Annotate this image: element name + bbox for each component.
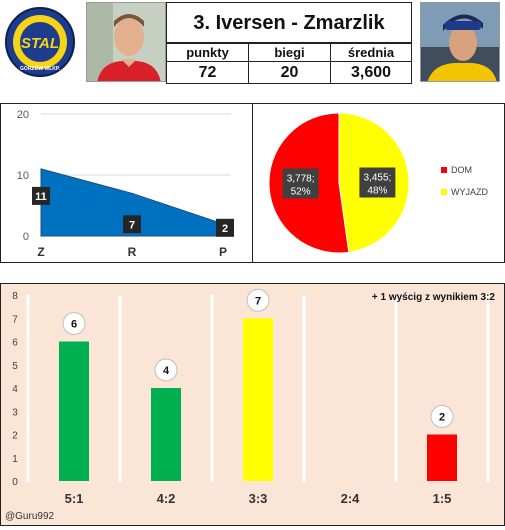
bar-x-tick: 2:4 bbox=[341, 491, 361, 506]
page-title: 3. Iversen - Zmarzlik bbox=[167, 3, 411, 44]
bar-y-tick: 7 bbox=[12, 314, 18, 325]
bar-data-label-bubble bbox=[430, 405, 454, 428]
bar-y-tick: 6 bbox=[12, 338, 18, 349]
bar-data-label-bubble bbox=[154, 358, 178, 382]
bar-data-label: 6 bbox=[71, 319, 77, 331]
area-y-tick: 0 bbox=[23, 231, 29, 243]
header: STAL GORZÓW WLKP. 3. Iversen - Zmarzlik … bbox=[0, 0, 505, 90]
logo-text-top: STAL bbox=[21, 35, 59, 52]
bar bbox=[427, 434, 457, 481]
bar-data-label: 7 bbox=[255, 295, 261, 307]
bar-y-tick: 1 bbox=[12, 454, 18, 465]
bar-data-label-bubble bbox=[62, 312, 86, 335]
area-x-tick: P bbox=[219, 245, 227, 259]
pie-percent-label: 48% bbox=[367, 186, 387, 197]
area-chart-panel: 0 10 20 Z R P 11 7 2 bbox=[0, 103, 253, 263]
stat-value-punkty: 72 bbox=[166, 61, 249, 84]
bar-chart: 0 1 2 3 4 5 6 7 8 6 5:1 4 4:2 7 3:3 2:4 2 1:5 + 1 wyścig z… bbox=[1, 284, 504, 525]
pie-value-label: 3,778; bbox=[287, 173, 315, 184]
pie-data-label-box bbox=[282, 168, 319, 199]
stat-label-biegi: biegi bbox=[248, 42, 331, 62]
pie-chart: 3,455; 48% 3,778; 52% DOM WYJAZD bbox=[268, 112, 488, 254]
pie-legend-swatch bbox=[441, 167, 447, 173]
bar bbox=[59, 341, 89, 481]
title-box: 3. Iversen - Zmarzlik punkty biegi średn… bbox=[166, 2, 412, 84]
bar-data-label: 4 bbox=[163, 365, 170, 377]
area-y-tick: 10 bbox=[17, 170, 29, 182]
bar-y-tick: 0 bbox=[12, 477, 18, 488]
bar-x-tick: 1:5 bbox=[433, 491, 452, 506]
rider-photo-right bbox=[420, 2, 500, 82]
pie-data-label-box bbox=[359, 167, 396, 198]
rider-photo-left bbox=[86, 2, 166, 82]
area-x-tick: Z bbox=[37, 245, 44, 259]
bar-x-tick: 5:1 bbox=[65, 491, 84, 506]
bar-annotation: + 1 wyścig z wynikiem 3:2 bbox=[372, 292, 496, 303]
bar-y-tick: 3 bbox=[12, 407, 18, 418]
bar-y-tick: 2 bbox=[12, 431, 18, 442]
stat-label-punkty: punkty bbox=[166, 42, 249, 62]
pie-legend-label: DOM bbox=[451, 165, 472, 175]
bar-y-tick: 8 bbox=[12, 291, 18, 302]
club-logo: STAL GORZÓW WLKP. bbox=[4, 6, 76, 78]
bar-y-tick: 4 bbox=[12, 384, 18, 395]
stat-value-biegi: 20 bbox=[248, 61, 331, 84]
area-chart: 0 10 20 Z R P 11 7 2 bbox=[17, 109, 234, 259]
logo-text-bottom: GORZÓW WLKP. bbox=[20, 64, 61, 72]
bar-x-tick: 4:2 bbox=[157, 491, 176, 506]
bar-chart-panel: 0 1 2 3 4 5 6 7 8 6 5:1 4 4:2 7 3:3 2:4 2 1:5 + 1 wyścig z… bbox=[0, 283, 505, 526]
area-data-label: 7 bbox=[129, 219, 135, 231]
stat-label-srednia: średnia bbox=[330, 42, 412, 62]
pie-legend-label: WYJAZD bbox=[451, 187, 488, 197]
area-y-tick: 20 bbox=[17, 109, 29, 121]
area-series bbox=[40, 168, 224, 237]
bar-y-tick: 5 bbox=[12, 361, 18, 372]
pie-chart-panel: 3,455; 48% 3,778; 52% DOM WYJAZD bbox=[252, 103, 505, 263]
area-data-label-box bbox=[32, 186, 50, 205]
stat-value-srednia: 3,600 bbox=[330, 61, 412, 84]
area-data-label: 11 bbox=[35, 191, 47, 203]
watermark: @Guru992 bbox=[5, 511, 55, 522]
bar-data-label-bubble bbox=[246, 288, 270, 312]
area-x-tick: R bbox=[128, 245, 137, 259]
pie-value-label: 3,455; bbox=[363, 173, 391, 184]
bar bbox=[151, 388, 181, 481]
bar-data-label: 2 bbox=[439, 412, 445, 424]
pie-legend-swatch bbox=[441, 189, 447, 195]
bar bbox=[243, 318, 273, 481]
pie-percent-label: 52% bbox=[291, 186, 311, 197]
area-data-label-box bbox=[123, 215, 141, 234]
area-data-label: 2 bbox=[222, 223, 228, 235]
bar-x-tick: 3:3 bbox=[249, 491, 268, 506]
area-data-label-box bbox=[216, 218, 234, 237]
